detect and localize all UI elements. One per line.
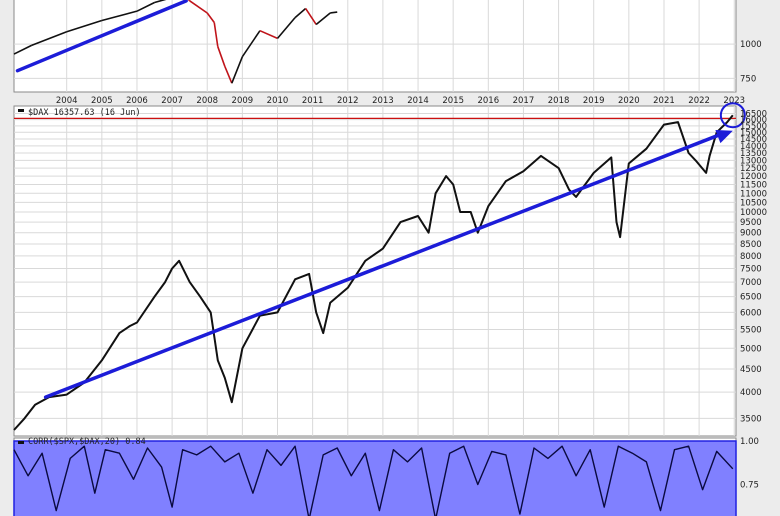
corr-line bbox=[13, 445, 734, 516]
dax-y-tick-label: 7500 bbox=[740, 265, 762, 275]
dax-y-tick-label: 11000 bbox=[740, 189, 767, 199]
year-tick-label: 2017 bbox=[513, 96, 535, 106]
dax-y-tick-label: 16500 bbox=[740, 110, 767, 120]
corr-y-tick-label: 1.00 bbox=[740, 437, 759, 447]
dax-y-tick-label: 15500 bbox=[740, 122, 767, 132]
year-tick-label: 2005 bbox=[91, 96, 113, 106]
dax-y-tick-label: 12500 bbox=[740, 164, 767, 174]
dax-y-tick-label: 11500 bbox=[740, 181, 767, 191]
top-price-segment bbox=[101, 10, 138, 22]
year-tick-label: 2019 bbox=[583, 96, 605, 106]
year-tick-label: 2007 bbox=[161, 96, 183, 106]
year-tick-label: 2022 bbox=[688, 96, 710, 106]
year-axis: 2004 2005 2006 2007 2008 2009 2010 2011 2012 2013… bbox=[56, 96, 745, 106]
year-tick-label: 2023 bbox=[723, 96, 745, 106]
dax-y-tick-label: 14500 bbox=[740, 135, 767, 145]
dax-y-tick-label: 13500 bbox=[740, 149, 767, 159]
year-tick-label: 2009 bbox=[232, 96, 254, 106]
top-price-segment bbox=[66, 19, 103, 33]
year-tick-label: 2006 bbox=[126, 96, 148, 106]
dax-y-tick-label: 6000 bbox=[740, 308, 762, 318]
year-tick-label: 2008 bbox=[196, 96, 218, 106]
top-price-segment bbox=[31, 31, 67, 47]
dax-trend-arrow-head bbox=[715, 130, 733, 144]
top-price-segment bbox=[136, 1, 155, 12]
dax-y-tick-label: 3500 bbox=[740, 414, 762, 424]
correlation-panel: 1.00 0.75 CORR($SPX,$DAX,20) 0.84 bbox=[13, 437, 759, 516]
top-price-segment bbox=[259, 29, 278, 40]
top-price-segment bbox=[330, 11, 338, 14]
dax-y-tick-label: 7000 bbox=[740, 278, 762, 288]
dax-y-tick-label: 10000 bbox=[740, 208, 767, 218]
top-price-segment bbox=[231, 56, 244, 84]
corr-legend: CORR($SPX,$DAX,20) 0.84 bbox=[18, 437, 146, 447]
spx-panel: 1000 750 bbox=[13, 0, 762, 93]
top-price-segment bbox=[217, 46, 226, 67]
top-price-segment bbox=[294, 7, 307, 19]
year-tick-label: 2012 bbox=[337, 96, 359, 106]
corr-legend-text: CORR($SPX,$DAX,20) 0.84 bbox=[28, 437, 146, 447]
year-tick-label: 2015 bbox=[442, 96, 464, 106]
dax-panel: 1650016000155001500014500140001350013000… bbox=[13, 102, 767, 437]
dax-legend: $DAX 16357.63 (16 Jun) bbox=[18, 108, 141, 118]
dax-y-tick-label: 15000 bbox=[740, 128, 767, 138]
dax-y-tick-label: 10500 bbox=[740, 198, 767, 208]
year-tick-label: 2004 bbox=[56, 96, 78, 106]
year-tick-label: 2014 bbox=[407, 96, 429, 106]
top-y-tick-label: 750 bbox=[740, 74, 756, 84]
top-price-segment bbox=[224, 66, 233, 84]
last-value-highlight bbox=[719, 102, 746, 129]
dax-trend-arrow-shaft bbox=[43, 133, 721, 399]
top-price-segment bbox=[189, 0, 208, 14]
dax-y-tick-label: 13000 bbox=[740, 156, 767, 166]
dax-y-tick-label: 8500 bbox=[740, 240, 762, 250]
dax-y-tick-label: 4500 bbox=[740, 365, 762, 375]
dax-y-tick-label: 14000 bbox=[740, 142, 767, 152]
dax-y-tick-label: 5500 bbox=[740, 326, 762, 336]
dax-legend-text: $DAX 16357.63 (16 Jun) bbox=[28, 108, 141, 118]
top-price-segment bbox=[213, 22, 219, 47]
year-tick-label: 2020 bbox=[618, 96, 640, 106]
year-tick-label: 2021 bbox=[653, 96, 675, 106]
top-price-segment bbox=[315, 12, 331, 26]
dax-y-tick-label: 12000 bbox=[740, 172, 767, 182]
top-y-tick-label: 1000 bbox=[740, 40, 762, 50]
top-price-segment bbox=[13, 44, 32, 55]
year-tick-label: 2011 bbox=[302, 96, 324, 106]
year-tick-label: 2018 bbox=[548, 96, 570, 106]
year-tick-label: 2013 bbox=[372, 96, 394, 106]
corr-y-tick-label: 0.75 bbox=[740, 481, 759, 491]
dax-price-line bbox=[13, 114, 734, 431]
year-tick-label: 2010 bbox=[267, 96, 289, 106]
top-price-segment bbox=[276, 17, 296, 39]
year-tick-label: 2016 bbox=[477, 96, 499, 106]
top-price-segment bbox=[241, 30, 261, 58]
dax-y-tick-label: 9500 bbox=[740, 218, 762, 228]
dax-y-tick-label: 8000 bbox=[740, 252, 762, 262]
top-price-segment bbox=[304, 8, 317, 25]
dax-y-tick-label: 9000 bbox=[740, 229, 762, 239]
dax-y-tick-label: 4000 bbox=[740, 388, 762, 398]
dax-y-tick-label: 5000 bbox=[740, 344, 762, 354]
top-price-segment bbox=[154, 0, 167, 4]
top-trendline bbox=[15, 0, 188, 73]
dax-y-tick-label: 6500 bbox=[740, 293, 762, 303]
dax-y-tick-label: 16000 bbox=[740, 116, 767, 126]
corr-area-fill bbox=[13, 440, 737, 516]
top-price-segment bbox=[206, 12, 215, 23]
